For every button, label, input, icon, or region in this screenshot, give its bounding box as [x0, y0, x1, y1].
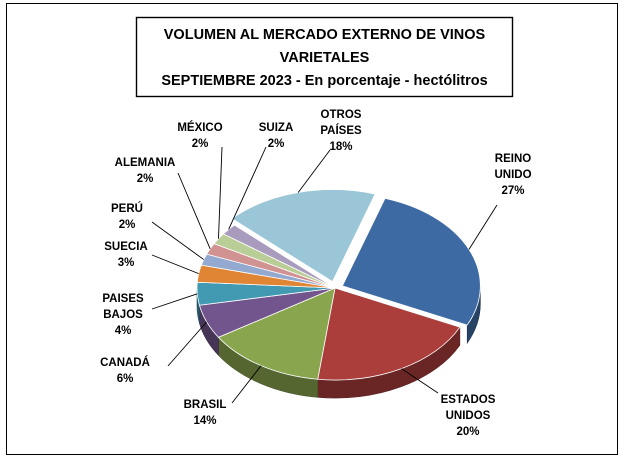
title-box — [135, 16, 514, 98]
data-label: PAISES BAJOS 4% — [102, 293, 144, 337]
pie-slice-otros-países — [231, 189, 376, 283]
leader-lines — [151, 146, 498, 404]
chart-title-line-3: SEPTIEMBRE 2023 - En porcentaje - hectól… — [161, 73, 487, 89]
leader-line — [151, 221, 205, 260]
data-labels: REINO UNIDO 27% ESTADOS UNIDOS 20% BRASIL 14% CA… — [100, 109, 532, 438]
data-label: SUIZA 2% — [259, 122, 294, 150]
leader-line — [297, 149, 331, 193]
leader-line — [151, 293, 198, 310]
leader-line — [151, 254, 199, 275]
leader-line — [401, 368, 439, 394]
data-label: MÉXICO 2% — [177, 121, 222, 150]
data-label: CANADÁ 6% — [100, 356, 150, 385]
data-label: REINO UNIDO 27% — [494, 153, 531, 197]
pie-top-layer — [196, 189, 481, 381]
leader-line — [218, 146, 223, 239]
data-label: BRASIL 14% — [184, 399, 227, 427]
leader-line — [167, 321, 208, 367]
pie-slice-reino-unido — [341, 197, 481, 326]
data-label: ALEMANIA 2% — [115, 157, 176, 185]
data-label: ESTADOS UNIDOS 20% — [441, 394, 496, 438]
chart-title-line-2: VARIETALES — [280, 50, 370, 66]
chart-title-line-1: VOLUMEN AL MERCADO EXTERNO DE VINOS — [164, 27, 486, 43]
leader-line — [231, 365, 262, 404]
data-label: OTROS PAÍSES 18% — [320, 109, 362, 153]
leader-line — [228, 146, 267, 230]
data-label: PERÚ 2% — [111, 202, 143, 231]
leader-line — [177, 172, 211, 250]
data-label: SUECIA 3% — [104, 241, 147, 269]
pie-slice-brasil — [217, 287, 336, 380]
pie-slice-suiza — [222, 224, 336, 289]
leader-line — [468, 204, 498, 250]
